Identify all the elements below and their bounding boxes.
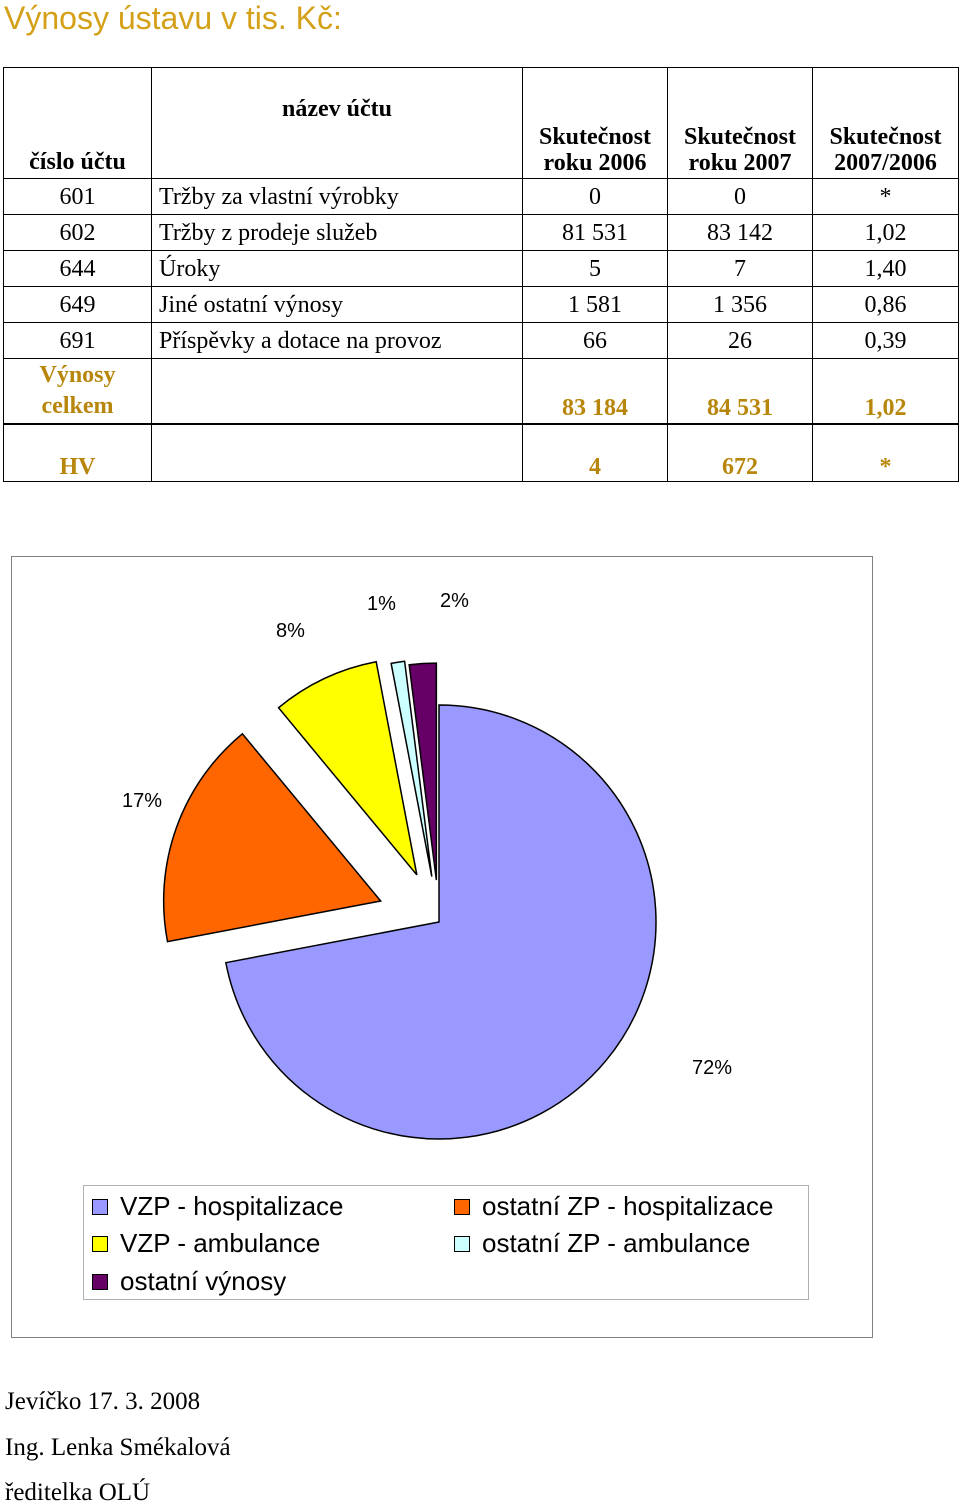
cell-2007: 26: [667, 322, 813, 359]
table-row: 644 Úroky 5 7 1,40: [3, 250, 959, 287]
page-title: Výnosy ústavu v tis. Kč:: [4, 0, 342, 36]
header-actual-2007-line2: roku 2007: [688, 150, 792, 176]
legend-label: VZP - ambulance: [120, 1228, 321, 1258]
header-actual-2006-line1: Skutečnost: [538, 124, 652, 150]
table-row: 601 Tržby za vlastní výrobky 0 0 *: [3, 178, 959, 215]
legend-swatch: [454, 1235, 470, 1252]
legend-item: ostatní ZP - ambulance: [454, 1228, 750, 1259]
cell-ratio: 0,86: [812, 286, 959, 323]
pie-data-label: 17%: [122, 790, 162, 812]
pie-chart: 72% 17% 8% 1% 2% VZP - hospitalizace ostatní…: [11, 556, 873, 1338]
hv-table: HV 4 672 *: [3, 424, 959, 482]
header-account-name: název účtu: [151, 67, 523, 179]
total-label-line2: celkem: [41, 393, 114, 419]
footer-role: ředitelka OLÚ: [5, 1479, 151, 1506]
pie-slice: [277, 660, 418, 876]
total-label-line1: Výnosy: [39, 362, 116, 388]
table-header-row: číslo účtu název účtu Skutečnost roku 200…: [3, 67, 959, 179]
header-actual-2006: Skutečnost roku 2006: [522, 67, 668, 179]
header-ratio-line2: 2007/2006: [834, 150, 937, 176]
footer-place-date: Jevíčko 17. 3. 2008: [5, 1388, 201, 1415]
pie-slice: [162, 732, 383, 943]
legend-swatch: [92, 1235, 108, 1252]
legend-label: ostatní výnosy: [120, 1266, 287, 1296]
legend-item: VZP - ambulance: [92, 1228, 320, 1259]
table-row: 602 Tržby z prodeje služeb 81 531 83 142…: [3, 214, 959, 251]
total-name-empty: [151, 358, 523, 424]
header-account-number: číslo účtu: [3, 67, 152, 179]
legend-swatch: [92, 1273, 108, 1290]
total-row: Výnosy celkem 83 184 84 531 1,02: [3, 358, 959, 424]
legend-swatch: [454, 1198, 470, 1215]
table-row: 691 Příspěvky a dotace na provoz 66 26 0…: [3, 322, 959, 359]
legend-label: VZP - hospitalizace: [120, 1191, 344, 1221]
cell-ratio: 1,02: [812, 214, 959, 251]
cell-account: 649: [3, 286, 152, 323]
legend-item: ostatní výnosy: [92, 1266, 286, 1297]
cell-2007: 1 356: [667, 286, 813, 323]
cell-ratio: *: [812, 178, 959, 215]
pie-data-label: 72%: [692, 1057, 732, 1079]
header-ratio-line1: Skutečnost: [829, 124, 942, 150]
cell-name: Tržby z prodeje služeb: [151, 214, 523, 251]
cell-2006: 66: [522, 322, 668, 359]
legend-label: ostatní ZP - ambulance: [482, 1228, 751, 1258]
revenue-table: číslo účtu název účtu Skutečnost roku 200…: [3, 67, 959, 424]
cell-2007: 0: [667, 178, 813, 215]
cell-2006: 5: [522, 250, 668, 287]
hv-2007: 672: [667, 424, 813, 482]
cell-2006: 1 581: [522, 286, 668, 323]
hv-name-empty: [151, 424, 523, 482]
cell-2007: 7: [667, 250, 813, 287]
cell-name: Jiné ostatní výnosy: [151, 286, 523, 323]
cell-account: 691: [3, 322, 152, 359]
cell-name: Tržby za vlastní výrobky: [151, 178, 523, 215]
total-2006: 83 184: [522, 358, 668, 424]
header-actual-2007: Skutečnost roku 2007: [667, 67, 813, 179]
hv-2006: 4: [522, 424, 668, 482]
table-row: 649 Jiné ostatní výnosy 1 581 1 356 0,86: [3, 286, 959, 323]
footer-name: Ing. Lenka Smékalová: [5, 1434, 231, 1461]
pie-slice: [224, 704, 657, 1140]
cell-ratio: 1,40: [812, 250, 959, 287]
legend-item: ostatní ZP - hospitalizace: [454, 1191, 773, 1222]
cell-ratio: 0,39: [812, 322, 959, 359]
legend-item: VZP - hospitalizace: [92, 1191, 344, 1222]
pie-chart-svg: 72% 17% 8% 1% 2%: [122, 590, 732, 1140]
cell-account: 602: [3, 214, 152, 251]
pie-data-label: 8%: [276, 620, 305, 642]
cell-2006: 81 531: [522, 214, 668, 251]
cell-2007: 83 142: [667, 214, 813, 251]
total-label: Výnosy celkem: [3, 358, 152, 424]
cell-name: Úroky: [151, 250, 523, 287]
total-2007: 84 531: [667, 358, 813, 424]
header-actual-2007-line1: Skutečnost: [683, 124, 797, 150]
hv-row: HV 4 672 *: [3, 424, 959, 482]
pie-slice: [390, 660, 433, 877]
cell-name: Příspěvky a dotace na provoz: [151, 322, 523, 359]
hv-ratio: *: [812, 424, 959, 482]
cell-account: 601: [3, 178, 152, 215]
pie-data-label: 2%: [440, 590, 469, 612]
header-ratio: Skutečnost 2007/2006: [812, 67, 959, 179]
hv-label: HV: [3, 424, 152, 482]
header-actual-2006-line2: roku 2006: [543, 150, 647, 176]
legend-swatch: [92, 1198, 108, 1215]
cell-2006: 0: [522, 178, 668, 215]
pie-slice: [408, 662, 438, 881]
legend-label: ostatní ZP - hospitalizace: [482, 1191, 774, 1221]
pie-data-label: 1%: [367, 593, 396, 615]
chart-legend: VZP - hospitalizace ostatní ZP - hospita…: [83, 1185, 809, 1300]
cell-account: 644: [3, 250, 152, 287]
total-ratio: 1,02: [812, 358, 959, 424]
